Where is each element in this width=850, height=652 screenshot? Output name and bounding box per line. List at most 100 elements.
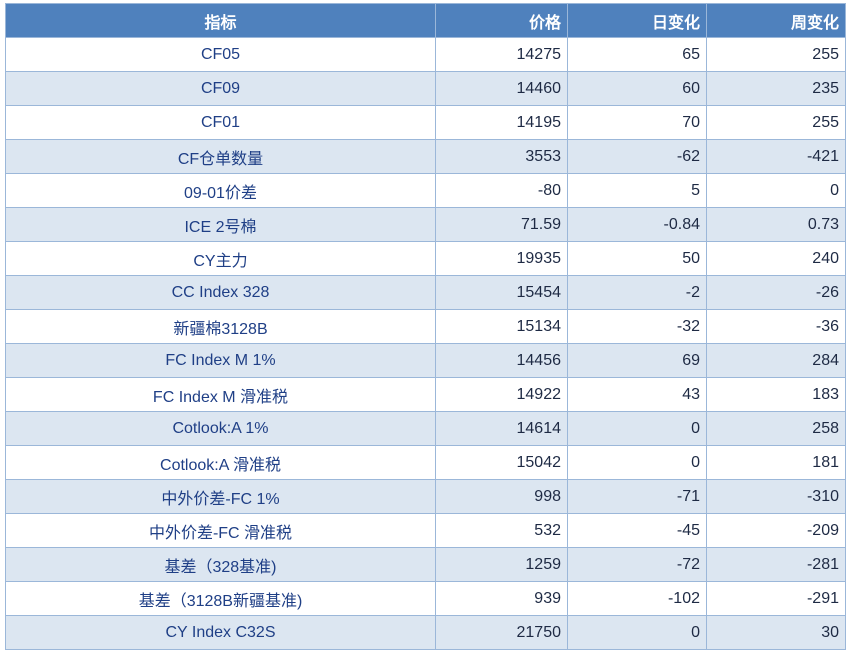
indicator-cell: CF05 [5,37,436,72]
indicator-cell: 09-01价差 [5,173,436,208]
value-cell: -62 [567,139,707,174]
indicator-cell: CF09 [5,71,436,106]
indicator-cell: 中外价差-FC 滑准税 [5,513,436,548]
value-cell: 43 [567,377,707,412]
value-cell: -281 [706,547,846,582]
value-cell: 255 [706,105,846,140]
indicator-cell: FC Index M 1% [5,343,436,378]
value-cell: -291 [706,581,846,616]
value-cell: 532 [435,513,568,548]
table-row: 新疆棉3128B 15134 -32 -36 [5,309,846,344]
table-body: CF05 14275 65 255 CF09 14460 60 235 CF01 14195 70 2… [5,37,846,650]
value-cell: 14614 [435,411,568,446]
value-cell: 14922 [435,377,568,412]
table-row: CF09 14460 60 235 [5,71,846,106]
table-row: CY主力 19935 50 240 [5,241,846,276]
value-cell: 71.59 [435,207,568,242]
value-cell: -32 [567,309,707,344]
indicator-cell: Cotlook:A 1% [5,411,436,446]
value-cell: -102 [567,581,707,616]
value-cell: 69 [567,343,707,378]
value-cell: 60 [567,71,707,106]
value-cell: 284 [706,343,846,378]
value-cell: 998 [435,479,568,514]
table-row: FC Index M 1% 14456 69 284 [5,343,846,378]
indicator-cell: CF01 [5,105,436,140]
value-cell: -0.84 [567,207,707,242]
indicator-cell: FC Index M 滑准税 [5,377,436,412]
header-cell: 指标 [5,3,436,38]
price-table: 指标 价格 日变化 周变化 CF05 14275 65 255 CF09 14460 60 235 C… [5,3,846,650]
value-cell: 50 [567,241,707,276]
value-cell: 0 [567,445,707,480]
header-cell: 周变化 [706,3,846,38]
value-cell: 15042 [435,445,568,480]
value-cell: 939 [435,581,568,616]
value-cell: 235 [706,71,846,106]
value-cell: 255 [706,37,846,72]
indicator-cell: 新疆棉3128B [5,309,436,344]
indicator-cell: 基差（328基准) [5,547,436,582]
value-cell: -45 [567,513,707,548]
table-row: CF01 14195 70 255 [5,105,846,140]
value-cell: 21750 [435,615,568,650]
value-cell: 0.73 [706,207,846,242]
value-cell: 65 [567,37,707,72]
value-cell: 14195 [435,105,568,140]
value-cell: 15454 [435,275,568,310]
indicator-cell: 基差（3128B新疆基准) [5,581,436,616]
value-cell: 0 [567,411,707,446]
value-cell: 0 [706,173,846,208]
table-row: CY Index C32S 21750 0 30 [5,615,846,650]
value-cell: -36 [706,309,846,344]
value-cell: 258 [706,411,846,446]
table-row: ICE 2号棉 71.59 -0.84 0.73 [5,207,846,242]
value-cell: 3553 [435,139,568,174]
indicator-cell: CC Index 328 [5,275,436,310]
table-row: Cotlook:A 1% 14614 0 258 [5,411,846,446]
value-cell: -26 [706,275,846,310]
value-cell: 183 [706,377,846,412]
value-cell: -310 [706,479,846,514]
value-cell: 181 [706,445,846,480]
table-row: 基差（328基准) 1259 -72 -281 [5,547,846,582]
value-cell: 1259 [435,547,568,582]
value-cell: 30 [706,615,846,650]
value-cell: 14275 [435,37,568,72]
table-row: 中外价差-FC 滑准税 532 -45 -209 [5,513,846,548]
value-cell: -72 [567,547,707,582]
header-row: 指标 价格 日变化 周变化 [5,3,846,38]
table-row: 09-01价差 -80 5 0 [5,173,846,208]
value-cell: 14460 [435,71,568,106]
table-header: 指标 价格 日变化 周变化 [5,3,846,38]
indicator-cell: Cotlook:A 滑准税 [5,445,436,480]
indicator-cell: CY主力 [5,241,436,276]
value-cell: -209 [706,513,846,548]
value-cell: 240 [706,241,846,276]
indicator-cell: CY Index C32S [5,615,436,650]
table-row: 基差（3128B新疆基准) 939 -102 -291 [5,581,846,616]
table-row: Cotlook:A 滑准税 15042 0 181 [5,445,846,480]
value-cell: -2 [567,275,707,310]
indicator-cell: 中外价差-FC 1% [5,479,436,514]
indicator-cell: CF仓单数量 [5,139,436,174]
value-cell: -71 [567,479,707,514]
value-cell: 70 [567,105,707,140]
value-cell: -80 [435,173,568,208]
indicator-cell: ICE 2号棉 [5,207,436,242]
header-cell: 日变化 [567,3,707,38]
header-cell: 价格 [435,3,568,38]
table-row: CC Index 328 15454 -2 -26 [5,275,846,310]
value-cell: 19935 [435,241,568,276]
value-cell: -421 [706,139,846,174]
table-row: CF05 14275 65 255 [5,37,846,72]
value-cell: 0 [567,615,707,650]
value-cell: 15134 [435,309,568,344]
value-cell: 14456 [435,343,568,378]
table-row: CF仓单数量 3553 -62 -421 [5,139,846,174]
table-row: FC Index M 滑准税 14922 43 183 [5,377,846,412]
value-cell: 5 [567,173,707,208]
table-row: 中外价差-FC 1% 998 -71 -310 [5,479,846,514]
